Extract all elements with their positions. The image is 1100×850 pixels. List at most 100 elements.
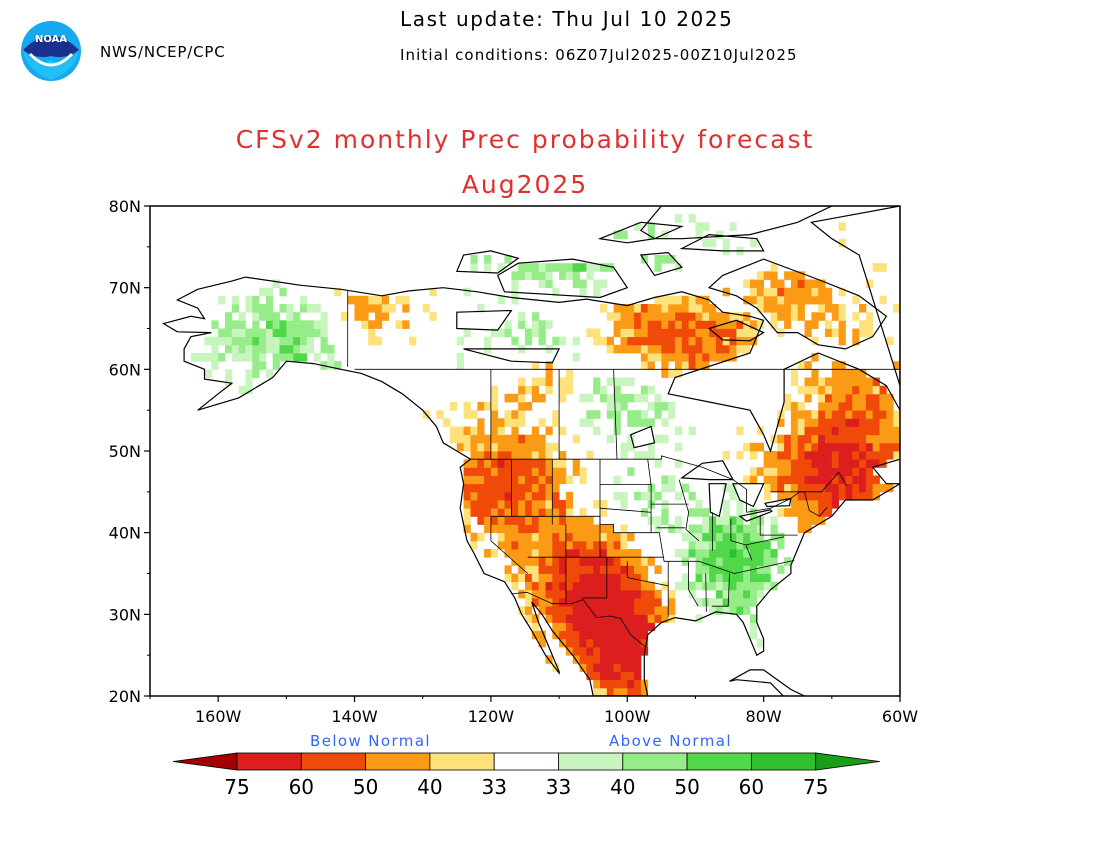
forecast-cell	[729, 491, 737, 501]
forecast-cell	[565, 606, 574, 615]
forecast-cell	[531, 524, 539, 534]
forecast-cell	[613, 344, 621, 354]
forecast-cell	[777, 475, 785, 485]
forecast-cell	[886, 442, 894, 452]
forecast-cell	[538, 516, 546, 525]
forecast-cell	[497, 442, 505, 452]
forecast-cell	[531, 451, 539, 460]
forecast-cell	[709, 238, 717, 248]
forecast-cell	[211, 344, 219, 354]
forecast-cell	[736, 344, 744, 354]
forecast-cell	[552, 516, 560, 525]
forecast-cell	[681, 361, 689, 370]
forecast-cell	[538, 573, 546, 583]
forecast-cell	[852, 369, 860, 378]
forecast-cell	[559, 508, 567, 517]
forecast-cell	[381, 295, 389, 305]
forecast-cell	[606, 402, 614, 411]
forecast-cell	[750, 475, 758, 485]
forecast-cell	[559, 622, 567, 632]
forecast-cell	[490, 393, 499, 403]
forecast-cell	[600, 589, 608, 599]
forecast-cell	[456, 353, 464, 362]
forecast-cell	[886, 451, 894, 460]
forecast-cell	[518, 516, 526, 525]
forecast-cell	[545, 320, 553, 329]
forecast-cell	[211, 336, 219, 346]
forecast-cell	[593, 540, 601, 550]
forecast-cell	[518, 467, 526, 476]
forecast-cell	[613, 532, 621, 542]
lon-tick-label: 140W	[331, 707, 378, 726]
forecast-cell	[559, 393, 567, 403]
forecast-cell	[722, 589, 730, 599]
forecast-cell	[579, 573, 587, 583]
forecast-cell	[688, 344, 696, 354]
forecast-cell	[552, 573, 560, 583]
forecast-cell	[525, 442, 533, 452]
forecast-cell	[545, 442, 553, 452]
forecast-cell	[565, 549, 574, 558]
forecast-cell	[743, 565, 751, 574]
forecast-cell	[818, 304, 826, 313]
forecast-cell	[763, 271, 771, 280]
forecast-cell	[552, 598, 560, 607]
forecast-cell	[818, 508, 826, 517]
forecast-cell	[722, 516, 730, 525]
forecast-cell	[770, 320, 778, 329]
forecast-cell	[484, 483, 492, 493]
forecast-cell	[647, 598, 655, 607]
forecast-cell	[593, 328, 601, 338]
forecast-cell	[634, 304, 642, 313]
forecast-cell	[818, 287, 826, 297]
boundary-line	[490, 516, 528, 574]
forecast-cell	[613, 377, 621, 387]
forecast-cell	[852, 434, 860, 444]
forecast-cell	[804, 393, 812, 403]
forecast-cell	[872, 451, 880, 460]
forecast-cell	[811, 500, 819, 509]
forecast-cell	[231, 320, 239, 329]
noaa-logo-text: NOAA	[35, 34, 67, 45]
forecast-cell	[600, 304, 608, 313]
forecast-cell	[825, 475, 833, 485]
forecast-cell	[565, 475, 574, 485]
forecast-cell	[756, 295, 764, 305]
forecast-cell	[852, 442, 860, 452]
forecast-cell	[804, 508, 812, 517]
forecast-cell	[872, 418, 880, 427]
forecast-cell	[620, 606, 628, 615]
forecast-cell	[675, 263, 683, 272]
forecast-cell	[634, 655, 642, 664]
forecast-cell	[777, 312, 785, 321]
forecast-cell	[572, 524, 580, 534]
forecast-cell	[627, 573, 635, 583]
forecast-cell	[497, 483, 505, 493]
forecast-cell	[702, 557, 710, 566]
forecast-cell	[640, 312, 649, 321]
forecast-cell	[668, 606, 676, 615]
coastline	[455, 250, 520, 274]
forecast-cell	[327, 353, 335, 362]
forecast-cell	[818, 475, 826, 485]
forecast-cell	[709, 598, 717, 607]
forecast-cell	[709, 573, 717, 583]
legend-tick-label: 75	[803, 775, 828, 799]
legend-swatch	[622, 752, 688, 771]
forecast-cell	[497, 532, 505, 542]
forecast-cell	[470, 540, 478, 550]
forecast-cell	[559, 385, 567, 395]
forecast-cell	[525, 573, 533, 583]
forecast-cell	[361, 312, 369, 321]
forecast-cell	[559, 532, 567, 542]
forecast-cell	[490, 475, 499, 485]
forecast-cell	[504, 418, 512, 427]
boundary-line	[759, 516, 798, 536]
legend-tick-label: 60	[289, 775, 314, 799]
forecast-cell	[661, 304, 669, 313]
forecast-cell	[538, 467, 546, 476]
forecast-cell	[579, 655, 587, 664]
forecast-cell	[538, 524, 546, 534]
forecast-cell	[572, 459, 580, 468]
